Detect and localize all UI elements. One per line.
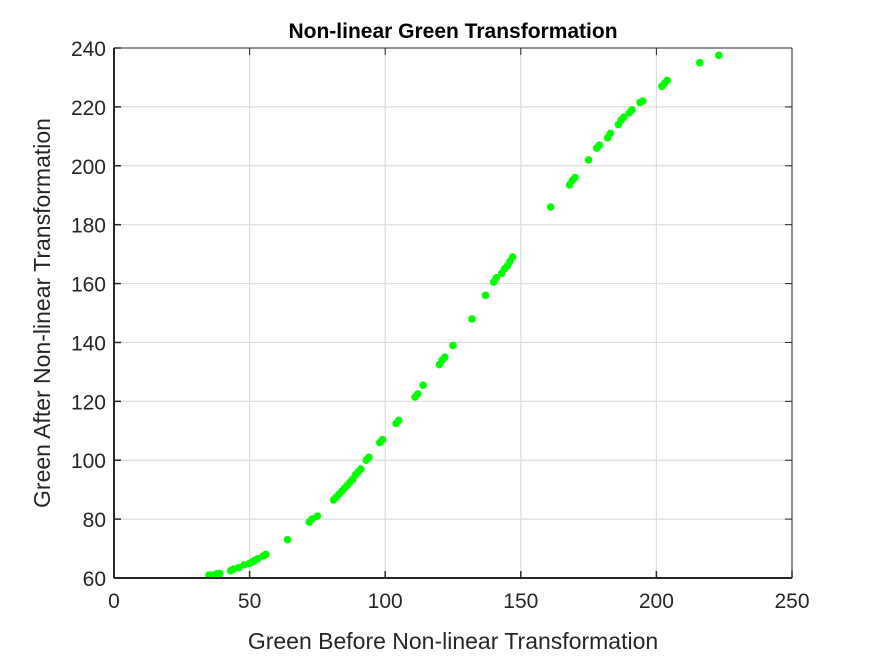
data-point	[606, 129, 615, 138]
data-point	[441, 353, 449, 361]
x-tick-label: 100	[368, 590, 403, 613]
data-point	[695, 58, 704, 67]
x-tick-label: 150	[503, 590, 538, 613]
data-point	[628, 106, 636, 114]
y-tick-labels: 60 80 100 120 140 160 180 200 220 240	[71, 38, 106, 591]
data-point	[663, 76, 672, 85]
y-tick-label: 200	[71, 156, 106, 179]
data-point	[714, 51, 723, 60]
data-points	[205, 51, 723, 579]
data-point	[283, 535, 292, 544]
data-point	[508, 253, 517, 261]
data-point	[413, 390, 422, 398]
data-point	[262, 550, 270, 559]
y-axis-label: Green After Non-linear Transformation	[29, 118, 55, 508]
y-tick-label: 60	[83, 568, 106, 591]
y-tick-label: 80	[83, 509, 106, 532]
x-tick-label: 250	[774, 590, 809, 613]
data-point	[595, 141, 604, 149]
data-point	[356, 465, 365, 473]
x-tick-label: 50	[238, 590, 261, 613]
y-tick-label: 220	[71, 97, 106, 120]
data-point	[468, 315, 476, 323]
data-point	[584, 156, 593, 164]
y-tick-label: 120	[71, 391, 106, 414]
x-tick-labels: 0 50 100 150 200 250	[108, 590, 809, 613]
y-tick-label: 240	[71, 38, 106, 61]
chart-title: Non-linear Green Transformation	[288, 20, 617, 43]
grid-lines	[114, 48, 792, 578]
axes	[113, 47, 793, 579]
data-point	[481, 291, 490, 300]
data-point	[313, 512, 322, 520]
data-point	[419, 381, 427, 389]
data-point	[639, 97, 647, 105]
y-tick-label: 140	[71, 332, 106, 355]
data-point	[492, 273, 501, 282]
data-point	[620, 113, 628, 121]
x-tick-label: 0	[108, 590, 120, 613]
data-point	[378, 435, 387, 444]
x-axis-label: Green Before Non-linear Transformation	[248, 628, 658, 654]
data-point	[449, 341, 457, 350]
plot-background	[114, 48, 792, 578]
y-tick-label: 160	[71, 274, 106, 297]
x-tick-label: 200	[639, 590, 674, 613]
data-point	[215, 569, 224, 578]
data-point	[571, 173, 579, 182]
data-point	[546, 203, 555, 211]
data-point	[394, 416, 403, 425]
y-tick-label: 180	[71, 215, 106, 238]
y-tick-label: 100	[71, 450, 106, 473]
data-point	[365, 453, 373, 462]
